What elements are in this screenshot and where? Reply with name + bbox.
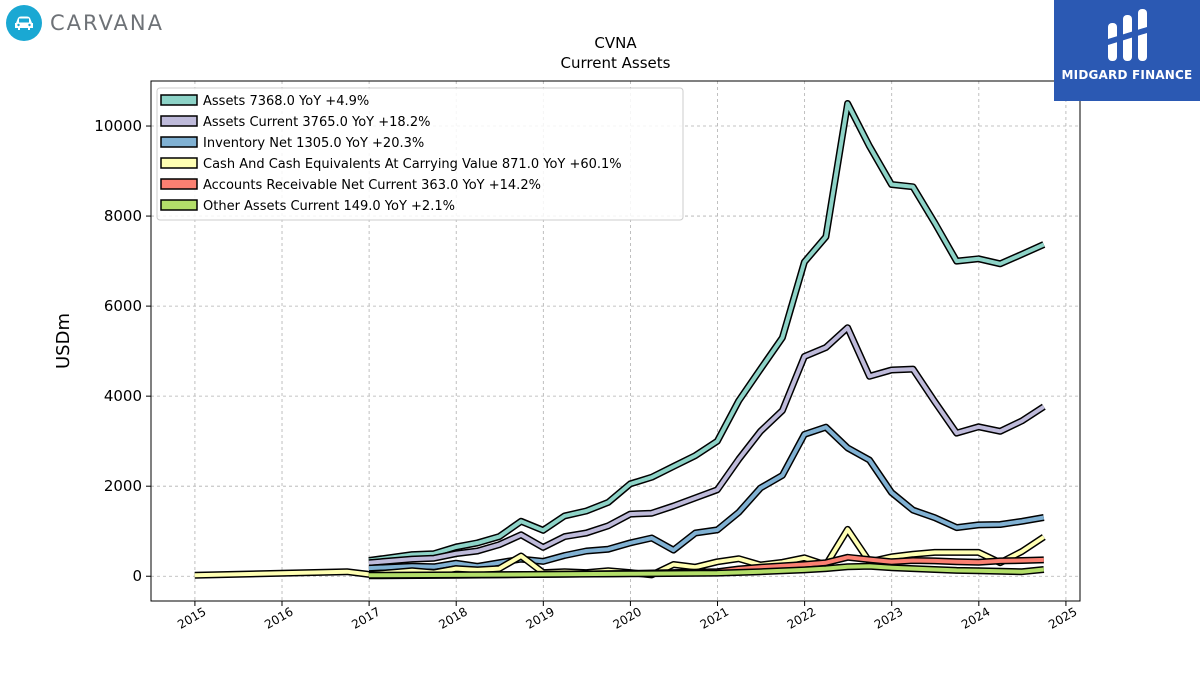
x-tick-label: 2022 — [785, 604, 818, 631]
y-tick-label: 10000 — [94, 117, 142, 135]
x-tick-label: 2015 — [175, 604, 208, 631]
chart-title: CVNA — [594, 34, 637, 52]
legend-label: Assets 7368.0 YoY +4.9% — [203, 94, 369, 109]
midgard-finance-logo: MIDGARD FINANCE — [1054, 0, 1200, 101]
series-line-5 — [368, 564, 1044, 578]
y-tick-label: 4000 — [104, 387, 142, 405]
legend-label: Cash And Cash Equivalents At Carrying Va… — [203, 157, 622, 172]
legend-label: Assets Current 3765.0 YoY +18.2% — [203, 115, 430, 130]
carvana-wordmark: CARVANA — [50, 11, 164, 35]
series-line-1 — [368, 325, 1045, 565]
x-tick-label: 2025 — [1046, 604, 1079, 631]
x-tick-label: 2017 — [349, 604, 382, 631]
carvana-logo: CARVANA — [6, 5, 164, 41]
y-tick-label: 8000 — [104, 207, 142, 225]
y-tick-label: 2000 — [104, 477, 142, 495]
series-line-2 — [368, 425, 1045, 571]
legend-swatch — [160, 157, 198, 169]
x-tick-label: 2024 — [959, 604, 992, 631]
series-line-3 — [194, 527, 1045, 578]
y-axis-label: USDm — [53, 313, 74, 369]
x-tick-label: 2023 — [872, 604, 905, 631]
legend-swatch — [160, 199, 198, 211]
y-tick-label: 0 — [132, 567, 142, 585]
x-tick-label: 2018 — [436, 604, 469, 631]
legend: Assets 7368.0 YoY +4.9% Assets Current 37… — [156, 87, 684, 221]
midgard-wordmark: MIDGARD FINANCE — [1061, 68, 1193, 82]
chart-subtitle: Current Assets — [561, 54, 671, 72]
car-icon — [6, 5, 42, 41]
plot-frame — [150, 80, 1081, 602]
legend-swatch — [160, 136, 198, 148]
legend-label: Other Assets Current 149.0 YoY +2.1% — [203, 199, 455, 214]
legend-swatch — [160, 178, 198, 190]
legend-swatch — [160, 94, 198, 106]
x-tick-label: 2020 — [611, 604, 644, 631]
legend-label: Inventory Net 1305.0 YoY +20.3% — [203, 136, 424, 151]
legend-label: Accounts Receivable Net Current 363.0 Yo… — [203, 178, 541, 193]
x-tick-label: 2019 — [523, 604, 556, 631]
x-tick-label: 2016 — [262, 604, 295, 631]
midgard-logo-icon — [1108, 9, 1147, 61]
series-line-0 — [368, 101, 1045, 563]
x-tick-label: 2021 — [698, 604, 731, 631]
y-tick-label: 6000 — [104, 297, 142, 315]
legend-box — [156, 87, 684, 221]
legend-swatch — [160, 115, 198, 127]
